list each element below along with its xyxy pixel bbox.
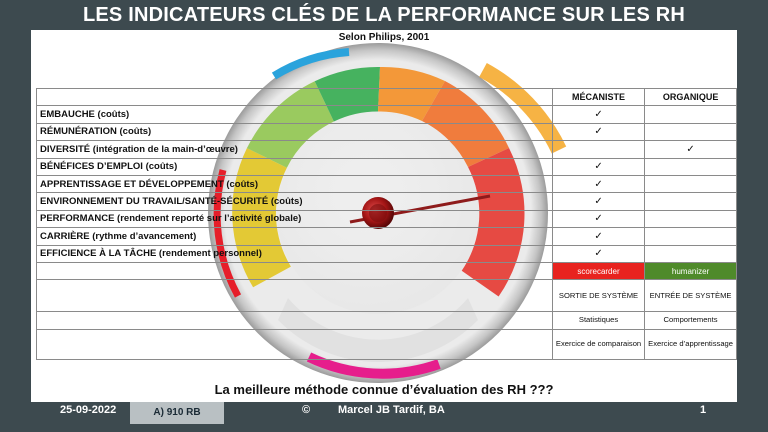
check-organique	[644, 244, 737, 263]
row-label: RÉMUNÉRATION (coûts)	[36, 122, 553, 142]
statistics-cell: Statistiques	[551, 311, 646, 330]
table-row: DIVERSITÉ (intégration de la main-d’œuvr…	[36, 140, 737, 159]
footer-author: Marcel JB Tardif, BA	[338, 404, 445, 416]
table-row: CARRIÈRE (rythme d’avancement) ✓	[36, 227, 737, 246]
row-label: APPRENTISSAGE ET DÉVELOPPEMENT (coûts)	[36, 174, 553, 194]
table-row: Exercice de comparaison Exercice d’appre…	[36, 328, 737, 360]
check-mecaniste: ✓	[551, 157, 646, 176]
check-mecaniste: ✓	[551, 192, 646, 211]
row-label: CARRIÈRE (rythme d’avancement)	[36, 227, 553, 246]
row-label: BÉNÉFICES D’EMPLOI (coûts)	[36, 157, 553, 176]
check-organique	[644, 174, 737, 194]
table-row: RÉMUNÉRATION (coûts) ✓	[36, 122, 737, 142]
header-organique: ORGANIQUE	[644, 87, 737, 107]
row-label: DIVERSITÉ (intégration de la main-d’œuvr…	[36, 140, 553, 159]
content-panel: Selon Philips, 2001	[31, 30, 737, 402]
system-output-cell: SORTIE DE SYSTÈME	[551, 279, 646, 313]
comparison-exercise-cell: Exercice de comparaison	[551, 328, 646, 360]
table-header-row: MÉCANISTE ORGANIQUE	[36, 87, 737, 107]
copyright-icon: ©	[302, 404, 311, 416]
row-label: EMBAUCHE (coûts)	[36, 105, 553, 124]
table-row: BÉNÉFICES D’EMPLOI (coûts) ✓	[36, 157, 737, 176]
check-mecaniste: ✓	[551, 227, 646, 246]
check-mecaniste	[551, 140, 646, 159]
check-mecaniste: ✓	[551, 174, 646, 194]
learning-exercise-cell: Exercice d’apprentissage	[644, 328, 737, 360]
header-mecaniste: MÉCANISTE	[551, 87, 646, 107]
behaviours-cell: Comportements	[644, 311, 737, 330]
check-organique	[644, 122, 737, 142]
kpi-table: MÉCANISTE ORGANIQUE EMBAUCHE (coûts) ✓ R…	[36, 87, 737, 360]
scorecarder-tag: scorecarder	[551, 261, 646, 281]
check-organique	[644, 157, 737, 176]
tag-row: scorecarder humanizer	[36, 261, 737, 281]
humanizer-tag: humanizer	[644, 261, 737, 281]
table-row: Statistiques Comportements	[36, 311, 737, 330]
table-row: EFFICIENCE À LA TÂCHE (rendement personn…	[36, 244, 737, 263]
row-label: PERFORMANCE (rendement reporté sur l’act…	[36, 209, 553, 229]
check-organique	[644, 209, 737, 229]
source-citation: Selon Philips, 2001	[338, 32, 430, 43]
check-mecaniste: ✓	[551, 122, 646, 142]
row-label: ENVIRONNEMENT DU TRAVAIL/SANTÉ-SÉCURITÉ …	[36, 192, 553, 211]
page-number: 1	[700, 404, 707, 416]
table-row: PERFORMANCE (rendement reporté sur l’act…	[36, 209, 737, 229]
table-row: SORTIE DE SYSTÈME ENTRÉE DE SYSTÈME	[36, 279, 737, 313]
document-code-badge: A) 910 RB	[130, 402, 224, 424]
check-mecaniste: ✓	[551, 105, 646, 124]
check-mecaniste: ✓	[551, 244, 646, 263]
closing-question: La meilleure méthode connue d’évaluation…	[214, 382, 554, 397]
row-label: EFFICIENCE À LA TÂCHE (rendement personn…	[36, 244, 553, 263]
system-input-cell: ENTRÉE DE SYSTÈME	[644, 279, 737, 313]
table-row: APPRENTISSAGE ET DÉVELOPPEMENT (coûts) ✓	[36, 174, 737, 194]
slide-title: LES INDICATEURS CLÉS DE LA PERFORMANCE S…	[82, 4, 686, 26]
check-organique	[644, 192, 737, 211]
check-organique: ✓	[644, 140, 737, 159]
footer-date: 25-09-2022	[60, 404, 117, 416]
check-mecaniste: ✓	[551, 209, 646, 229]
table-row: EMBAUCHE (coûts) ✓	[36, 105, 737, 124]
check-organique	[644, 105, 737, 124]
table-row: ENVIRONNEMENT DU TRAVAIL/SANTÉ-SÉCURITÉ …	[36, 192, 737, 211]
check-organique	[644, 227, 737, 246]
